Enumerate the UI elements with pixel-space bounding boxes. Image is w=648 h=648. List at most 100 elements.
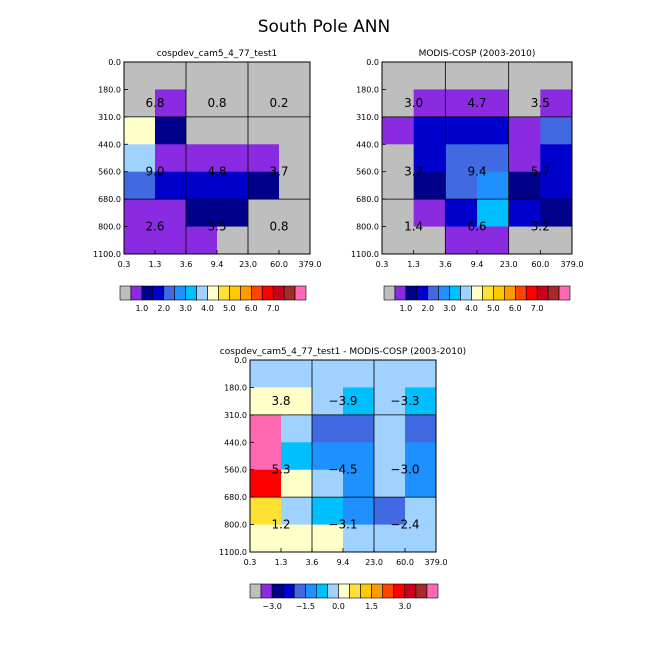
heatmap-cell (312, 497, 344, 526)
heatmap-cell (155, 171, 187, 200)
colorbar-swatch (294, 285, 307, 301)
x-tick-label: 379.0 (299, 260, 322, 269)
heatmap-cell (374, 469, 406, 498)
colorbar-swatch (218, 285, 230, 301)
heatmap-cell (124, 199, 156, 228)
colorbar-swatch (249, 583, 262, 599)
heatmap-cell (405, 442, 437, 471)
colorbar-swatch (404, 583, 417, 599)
heatmap-cell (477, 171, 510, 200)
colorbar-swatch (393, 583, 406, 599)
colorbar-swatch (272, 285, 285, 301)
heatmap-cell (343, 497, 375, 526)
box-value-label: 6.8 (145, 96, 164, 110)
heatmap-cell (382, 116, 415, 145)
heatmap-cell (186, 89, 218, 118)
x-tick-label: 379.0 (425, 558, 448, 567)
heatmap-cell (413, 144, 446, 173)
colorbar-swatch (283, 285, 296, 301)
heatmap-cell (445, 199, 478, 228)
heatmap-cell (248, 226, 280, 255)
heatmap-cell (508, 89, 541, 118)
colorbar-label: 1.0 (400, 304, 413, 313)
heatmap-cell (405, 469, 437, 498)
box-value-label: 5.3 (271, 463, 290, 477)
heatmap-cell (405, 387, 437, 416)
heatmap-cell (155, 226, 187, 255)
colorbar-swatch (293, 583, 306, 599)
colorbar-swatch (360, 583, 372, 599)
heatmap-cell (248, 62, 280, 90)
colorbar-swatch (304, 583, 317, 599)
heatmap-cell (477, 89, 510, 118)
box-value-label: −3.9 (328, 394, 357, 408)
heatmap-cell (508, 144, 541, 173)
heatmap-cell (250, 497, 282, 526)
heatmap-cell (186, 226, 218, 255)
colorbar-label: 5.0 (487, 304, 500, 313)
box-value-label: 9.4 (467, 165, 486, 179)
heatmap-cell (250, 442, 282, 471)
colorbar-swatch (471, 285, 483, 301)
heatmap-cell (281, 524, 313, 553)
heatmap-cell (155, 199, 187, 228)
heatmap-cell (382, 62, 415, 90)
colorbar-swatch (349, 583, 361, 599)
colorbar-swatch (316, 583, 328, 599)
heatmap-cell (477, 226, 510, 255)
panel-1: 6.8 0.8 0.2 9.0 4.8 3.7 2.6 3.5 0.8 0.3 1.3 3.6 9.4 2… (93, 49, 321, 313)
colorbar-label: 3.0 (443, 304, 456, 313)
panel-title: MODIS-COSP (2003-2010) (419, 49, 536, 59)
colorbar-swatch (415, 583, 428, 599)
heatmap-cell (155, 116, 187, 145)
heatmap-cell (477, 116, 510, 145)
panel-title: cospdev_cam5_4_77_test1 (157, 49, 278, 59)
heatmap-cell (217, 199, 249, 228)
heatmap-cell (186, 199, 218, 228)
colorbar-swatch (547, 285, 560, 301)
heatmap-cell (508, 116, 541, 145)
panel-title: cospdev_cam5_4_77_test1 - MODIS-COSP (20… (220, 347, 466, 357)
heatmap-cell (279, 62, 311, 90)
y-tick-label: 680.0 (98, 195, 121, 204)
colorbar-label: 5.0 (223, 304, 236, 313)
heatmap-cell (217, 62, 249, 90)
box-value-label: 3.5 (207, 220, 226, 234)
colorbar-swatch (119, 285, 132, 301)
colorbar-swatch (163, 285, 176, 301)
heatmap-cell (312, 442, 344, 471)
colorbar-swatch (504, 285, 516, 301)
colorbar-swatch (416, 285, 429, 301)
heatmap-cell (343, 414, 375, 443)
heatmap-cell (186, 144, 218, 173)
colorbar-label: 6.0 (245, 304, 258, 313)
box-value-label: 2.6 (145, 220, 164, 234)
heatmap-cell (382, 89, 415, 118)
heatmap-cell (217, 144, 249, 173)
colorbar-swatch (174, 285, 186, 301)
box-value-label: 9.0 (145, 165, 164, 179)
heatmap-cell (405, 414, 437, 443)
box-value-label: 1.4 (404, 220, 423, 234)
colorbar-swatch (130, 285, 143, 301)
heatmap-cell (124, 226, 156, 255)
heatmap-cell (540, 199, 573, 228)
heatmap-cell (312, 524, 344, 553)
heatmap-cell (405, 497, 437, 526)
colorbar-label: 6.0 (509, 304, 522, 313)
heatmap-cell (124, 89, 156, 118)
heatmap-cell (155, 89, 187, 118)
heatmap-cell (250, 524, 282, 553)
colorbar-swatch (536, 285, 549, 301)
heatmap-cell (540, 62, 573, 90)
heatmap-cell (279, 226, 311, 255)
colorbar-swatch (229, 285, 241, 301)
y-tick-label: 0.0 (234, 356, 247, 365)
y-tick-label: 180.0 (224, 383, 247, 392)
colorbar-label: 0.0 (332, 602, 345, 611)
heatmap-cell (186, 171, 218, 200)
colorbar-swatch (240, 285, 252, 301)
heatmap-cell (540, 144, 573, 173)
heatmap-cell (155, 144, 187, 173)
